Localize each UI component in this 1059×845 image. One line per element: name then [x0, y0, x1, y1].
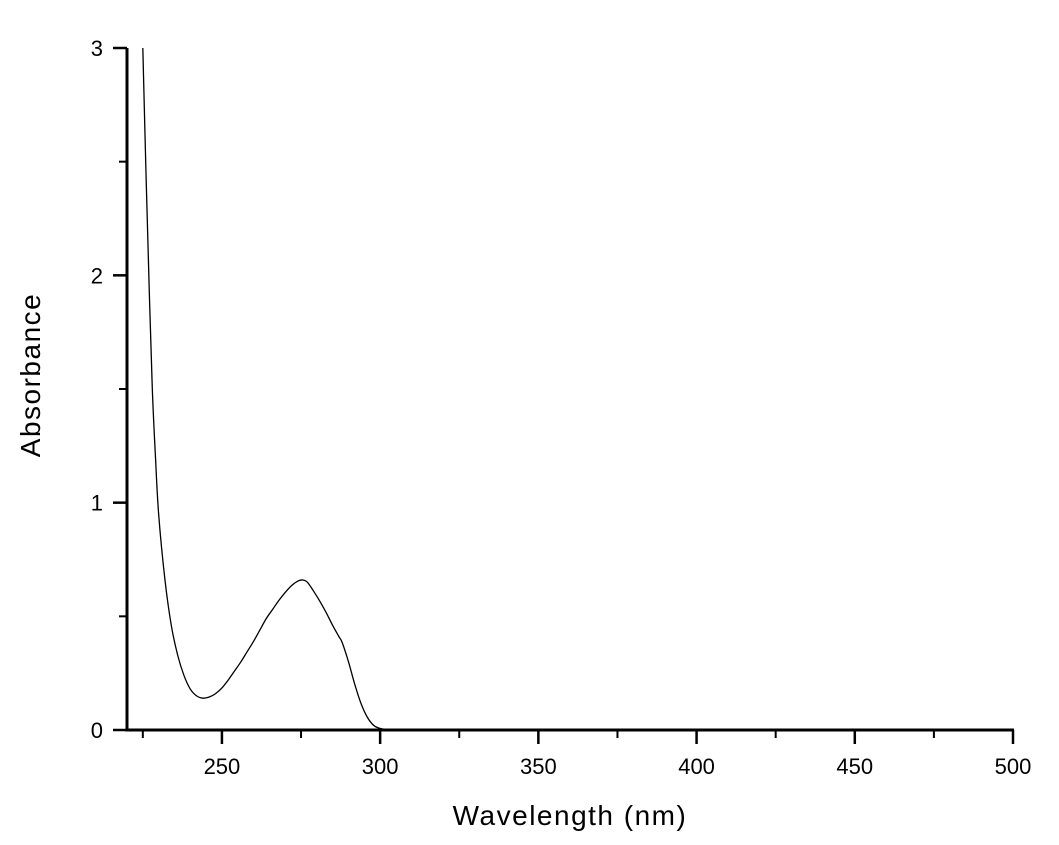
x-tick-label: 250	[204, 754, 241, 779]
y-tick-label: 3	[91, 36, 103, 61]
x-axis: 250 300 350 400 450 500	[127, 728, 1032, 779]
spectrum-line	[142, 47, 1013, 731]
x-tick-label: 450	[836, 754, 873, 779]
y-tick-label: 2	[91, 263, 103, 288]
x-tick-label: 300	[362, 754, 399, 779]
y-axis: 0 1 2 3	[91, 36, 129, 743]
x-tick-label: 500	[995, 754, 1032, 779]
y-tick-label: 1	[91, 491, 103, 516]
x-tick-label: 350	[520, 754, 557, 779]
x-tick-label: 400	[678, 754, 715, 779]
y-axis-title: Absorbance	[15, 293, 46, 457]
y-tick-label: 0	[91, 718, 103, 743]
x-axis-title: Wavelength (nm)	[453, 800, 688, 831]
